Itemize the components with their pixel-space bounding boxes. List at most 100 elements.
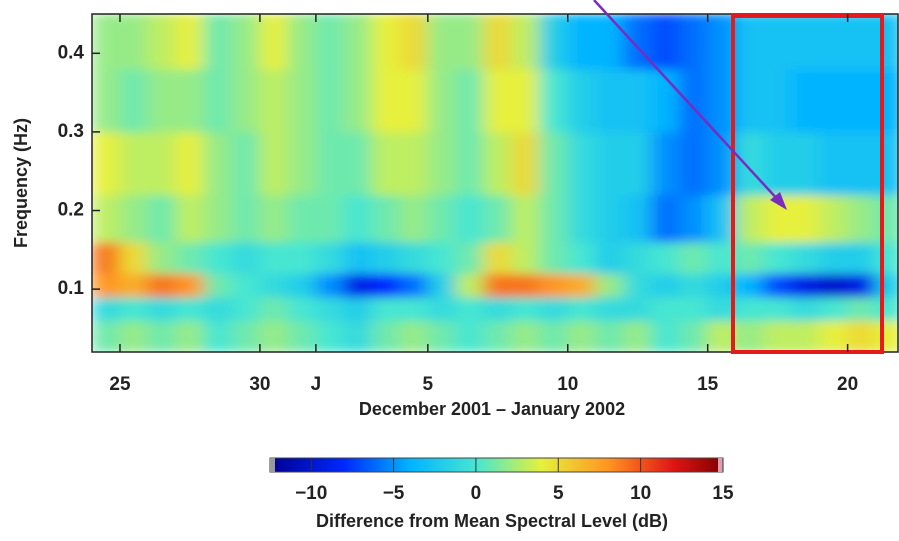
heat-cell bbox=[735, 69, 764, 133]
heat-cell bbox=[231, 194, 260, 242]
heat-cell bbox=[819, 69, 848, 133]
colorbar-tick-label: 5 bbox=[553, 483, 564, 504]
heat-cell bbox=[399, 131, 428, 195]
heat-cell bbox=[623, 241, 652, 273]
heat-cell bbox=[735, 14, 764, 70]
heat-cell bbox=[92, 69, 121, 133]
heat-cell bbox=[623, 131, 652, 195]
heat-cell bbox=[287, 296, 316, 321]
heat-cell bbox=[119, 69, 148, 133]
heat-cell bbox=[483, 69, 512, 133]
heat-cell bbox=[623, 320, 652, 352]
heat-cell bbox=[595, 69, 624, 133]
heat-cell bbox=[119, 14, 148, 70]
heat-cell bbox=[847, 241, 876, 273]
heat-cell bbox=[735, 320, 764, 352]
heat-cell bbox=[371, 14, 400, 70]
heat-cell bbox=[595, 131, 624, 195]
x-axis-label: December 2001 – January 2002 bbox=[359, 399, 625, 419]
heat-cell bbox=[399, 241, 428, 273]
x-tick-label: 10 bbox=[557, 374, 578, 395]
heat-cell bbox=[539, 131, 568, 195]
colorbar-under bbox=[270, 458, 275, 472]
heat-cell bbox=[203, 69, 232, 133]
heat-cell bbox=[819, 320, 848, 352]
heat-cell bbox=[735, 296, 764, 321]
y-tick-label: 0.2 bbox=[58, 200, 84, 221]
heat-cell bbox=[595, 273, 624, 298]
heat-cell bbox=[231, 320, 260, 352]
heat-cell bbox=[203, 241, 232, 273]
heat-cell bbox=[511, 273, 540, 298]
heat-cell bbox=[791, 194, 820, 242]
heat-cell bbox=[343, 131, 372, 195]
heat-cell bbox=[791, 69, 820, 133]
heat-cell bbox=[315, 296, 344, 321]
x-tick-label: 5 bbox=[423, 374, 434, 395]
heat-cell bbox=[539, 194, 568, 242]
heat-cell bbox=[819, 241, 848, 273]
heat-cell bbox=[819, 14, 848, 70]
heat-cell bbox=[595, 194, 624, 242]
heatmap bbox=[92, 14, 899, 353]
heat-cell bbox=[371, 273, 400, 298]
heat-cell bbox=[343, 194, 372, 242]
x-tick-label: 25 bbox=[109, 374, 131, 395]
heat-cell bbox=[259, 296, 288, 321]
heat-cell bbox=[203, 14, 232, 70]
heat-cell bbox=[92, 296, 121, 321]
heat-cell bbox=[455, 69, 484, 133]
heat-cell bbox=[567, 14, 596, 70]
heat-cell bbox=[567, 194, 596, 242]
heat-cell bbox=[651, 296, 680, 321]
heat-cell bbox=[791, 320, 820, 352]
heat-cell bbox=[175, 296, 204, 321]
heat-cell bbox=[763, 14, 792, 70]
heat-cell bbox=[399, 14, 428, 70]
heat-cell bbox=[343, 273, 372, 298]
heat-cell bbox=[315, 194, 344, 242]
heat-cell bbox=[875, 296, 899, 321]
heat-cell bbox=[595, 14, 624, 70]
heat-cell bbox=[595, 241, 624, 273]
heat-cell bbox=[287, 241, 316, 273]
heat-cell bbox=[791, 273, 820, 298]
heat-cell bbox=[567, 131, 596, 195]
heat-cell bbox=[427, 194, 456, 242]
heat-cell bbox=[399, 69, 428, 133]
heat-cell bbox=[455, 194, 484, 242]
heat-cell bbox=[763, 131, 792, 195]
heat-cell bbox=[119, 273, 148, 298]
heat-cell bbox=[539, 69, 568, 133]
heat-cell bbox=[651, 131, 680, 195]
heat-cell bbox=[875, 131, 899, 195]
heat-cell bbox=[92, 194, 121, 242]
heat-cell bbox=[175, 320, 204, 352]
heat-cell bbox=[92, 131, 121, 195]
heat-cell bbox=[819, 194, 848, 242]
heat-cell bbox=[763, 241, 792, 273]
heat-cell bbox=[483, 241, 512, 273]
heat-cell bbox=[175, 131, 204, 195]
heat-cell bbox=[315, 273, 344, 298]
heat-cell bbox=[455, 296, 484, 321]
heat-cell bbox=[679, 194, 708, 242]
heat-cell bbox=[819, 296, 848, 321]
heat-cell bbox=[92, 273, 121, 298]
heat-cell bbox=[539, 14, 568, 70]
heat-cell bbox=[231, 241, 260, 273]
heat-cell bbox=[679, 131, 708, 195]
heat-cell bbox=[399, 320, 428, 352]
heat-cell bbox=[427, 69, 456, 133]
heat-cell bbox=[791, 296, 820, 321]
heatmap-cells bbox=[92, 14, 899, 353]
heat-cell bbox=[735, 131, 764, 195]
heat-cell bbox=[371, 69, 400, 133]
heat-cell bbox=[315, 69, 344, 133]
heat-cell bbox=[231, 14, 260, 70]
heat-cell bbox=[287, 14, 316, 70]
heat-cell bbox=[483, 131, 512, 195]
heat-cell bbox=[203, 296, 232, 321]
heat-cell bbox=[343, 69, 372, 133]
heat-cell bbox=[399, 194, 428, 242]
